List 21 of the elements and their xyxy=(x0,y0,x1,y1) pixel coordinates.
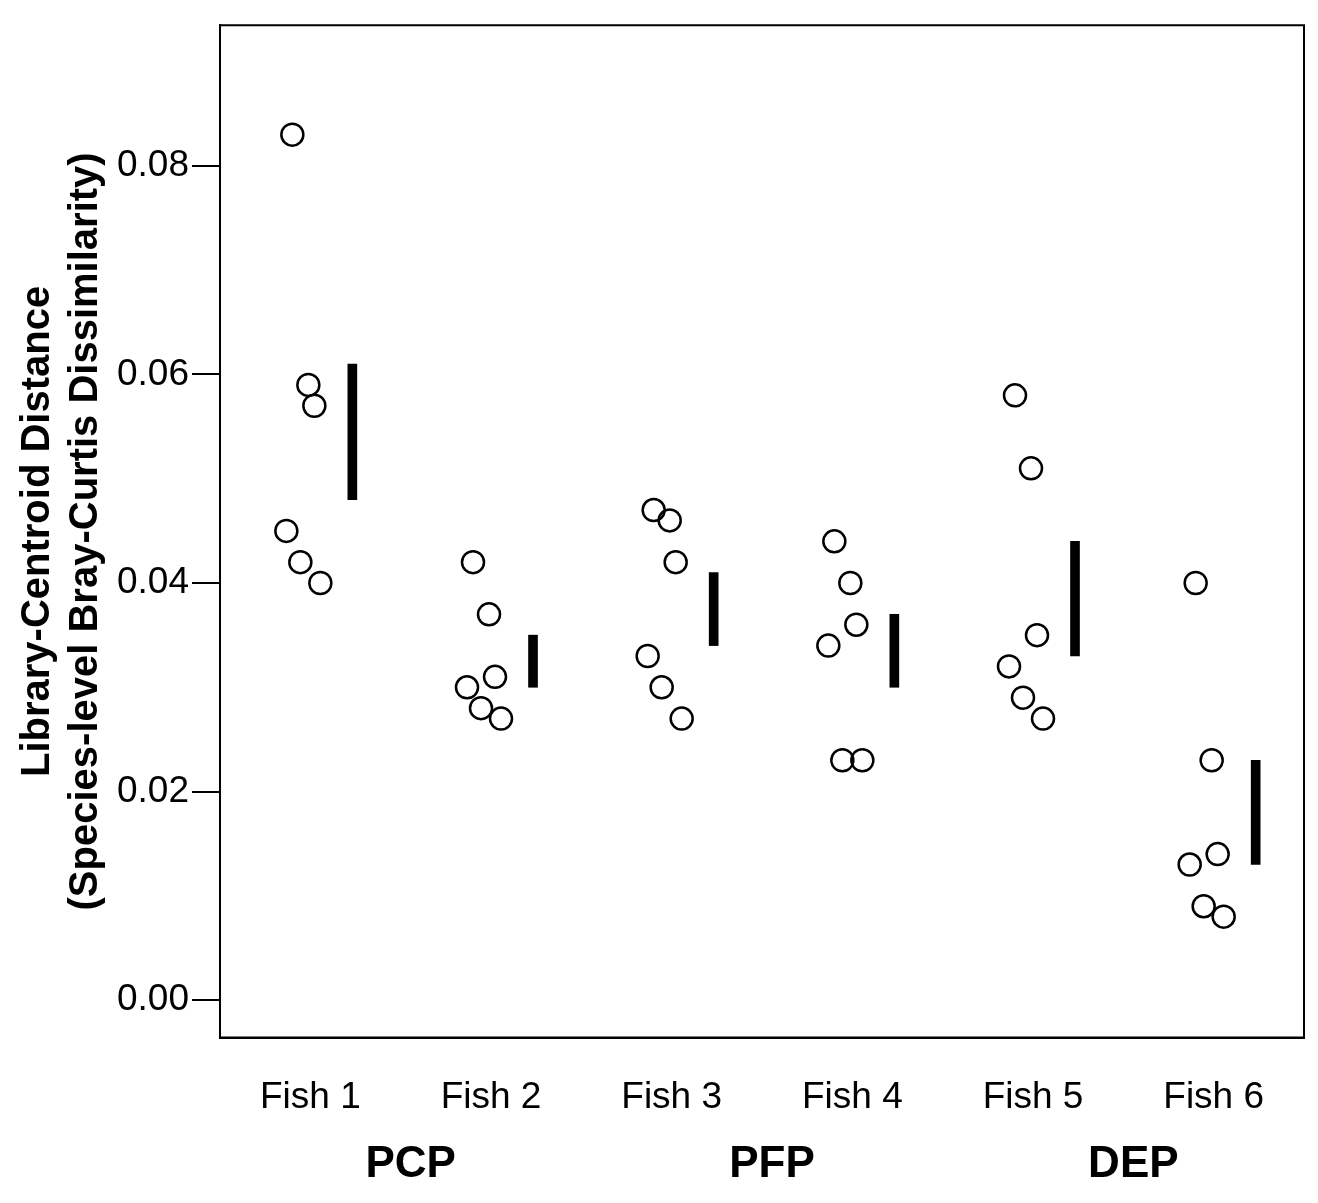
y-tick-label: 0.02 xyxy=(117,768,190,810)
x-tick-label: Fish 2 xyxy=(440,1075,542,1116)
x-tick-label: Fish 6 xyxy=(1163,1075,1265,1116)
x-tick-label: Fish 5 xyxy=(982,1075,1084,1116)
x-tick-label: Fish 1 xyxy=(259,1075,361,1116)
x-tick-label: Fish 4 xyxy=(801,1075,903,1116)
bar xyxy=(528,634,538,688)
bar xyxy=(347,363,358,500)
bar xyxy=(1070,540,1080,657)
y-tick-label: 0.04 xyxy=(117,560,190,602)
y-tick-label: 0.00 xyxy=(117,977,190,1019)
y-tick-label: 0.06 xyxy=(117,351,190,393)
text: DEP xyxy=(1088,1137,1179,1187)
bar xyxy=(889,613,900,688)
y-tick-label: 0.08 xyxy=(117,143,190,185)
text: PCP xyxy=(365,1137,456,1187)
text: PFP xyxy=(729,1137,815,1187)
x-tick-label: Fish 3 xyxy=(621,1075,723,1116)
bar xyxy=(708,572,719,646)
bar xyxy=(1250,759,1261,865)
y-axis-title: Library-Centroid Distance (Species-level Bray-Curtis Dissimilarity) xyxy=(13,152,106,911)
